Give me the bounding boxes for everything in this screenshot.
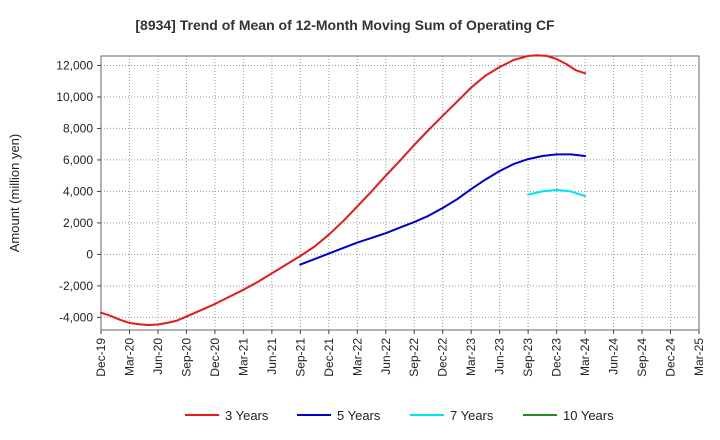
y-tick-label: 12,000 bbox=[56, 58, 93, 72]
y-tick-label: 10,000 bbox=[56, 90, 93, 104]
series-group bbox=[100, 54, 587, 326]
y-axis-label: Amount (million yen) bbox=[7, 134, 22, 253]
legend: 3 Years 5 Years 7 Years 10 Years bbox=[185, 408, 614, 423]
plot-area bbox=[100, 55, 700, 331]
y-tick-label: -4,000 bbox=[59, 310, 93, 324]
x-tick-label: Mar-22 bbox=[350, 338, 364, 376]
y-tick-label: 0 bbox=[86, 247, 93, 261]
legend-label-10-years: 10 Years bbox=[563, 408, 614, 423]
x-tick-label: Dec-20 bbox=[208, 338, 222, 377]
y-tick-label: 8,000 bbox=[63, 121, 93, 135]
x-tick-label: Jun-24 bbox=[607, 338, 621, 375]
x-tick-label: Sep-20 bbox=[179, 338, 193, 377]
x-tick-label: Mar-20 bbox=[122, 338, 136, 376]
x-tick-label: Dec-21 bbox=[322, 338, 336, 377]
x-tick-label: Mar-24 bbox=[578, 338, 592, 376]
legend-label-5-years: 5 Years bbox=[337, 408, 381, 423]
y-axis: -4,000 -2,000 0 2,000 4,000 6,000 8,000 10,000 1… bbox=[56, 58, 101, 324]
x-tick-label: Sep-23 bbox=[521, 338, 535, 377]
x-tick-label: Mar-23 bbox=[464, 338, 478, 376]
x-tick-label: Sep-22 bbox=[407, 338, 421, 377]
chart-title: [8934] Trend of Mean of 12-Month Moving … bbox=[135, 17, 555, 33]
y-tick-label: 2,000 bbox=[63, 216, 93, 230]
x-tick-label: Jun-20 bbox=[151, 338, 165, 375]
legend-label-3-years: 3 Years bbox=[225, 408, 269, 423]
x-tick-label: Sep-21 bbox=[293, 338, 307, 377]
x-axis: Dec-19 Mar-20 Jun-20 Sep-20 Dec-20 Mar-21 Jun-… bbox=[94, 330, 706, 377]
x-tick-label: Sep-24 bbox=[635, 338, 649, 377]
grid bbox=[101, 56, 699, 330]
y-tick-label: -2,000 bbox=[59, 279, 93, 293]
y-tick-label: 4,000 bbox=[63, 184, 93, 198]
x-tick-label: Mar-21 bbox=[236, 338, 250, 376]
x-tick-label: Jun-22 bbox=[379, 338, 393, 375]
x-tick-label: Dec-22 bbox=[436, 338, 450, 377]
x-tick-label: Dec-23 bbox=[550, 338, 564, 377]
series-line-3-years bbox=[100, 54, 587, 326]
x-tick-label: Dec-19 bbox=[94, 338, 108, 377]
legend-label-7-years: 7 Years bbox=[450, 408, 494, 423]
x-tick-label: Jun-21 bbox=[265, 338, 279, 375]
y-tick-label: 6,000 bbox=[63, 153, 93, 167]
series-line-7-years bbox=[527, 188, 587, 198]
series-line-5-years bbox=[299, 153, 587, 266]
x-tick-label: Dec-24 bbox=[664, 338, 678, 377]
x-tick-label: Jun-23 bbox=[493, 338, 507, 375]
x-tick-label: Mar-25 bbox=[692, 338, 706, 376]
